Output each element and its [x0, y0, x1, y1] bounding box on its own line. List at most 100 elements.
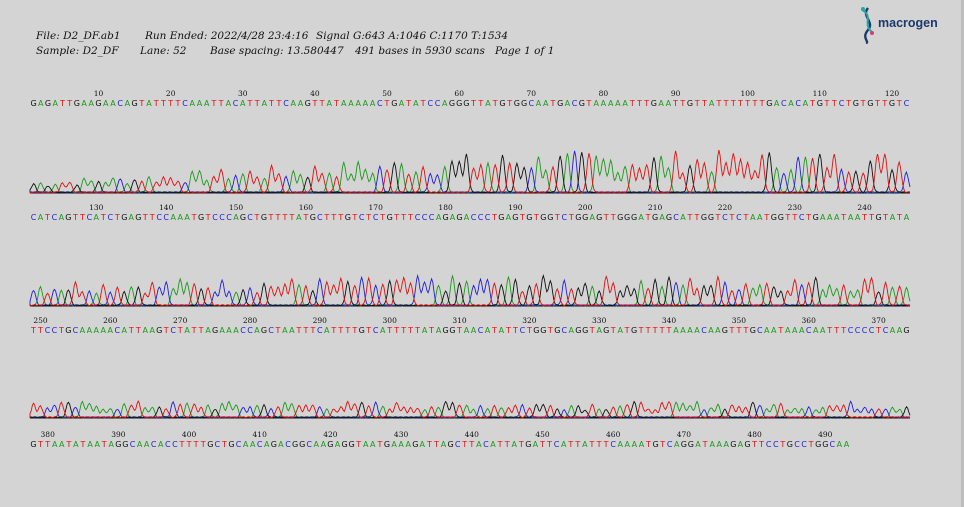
base-call: C [554, 440, 560, 449]
base-call: T [376, 440, 382, 449]
base-call: T [519, 213, 525, 222]
base-call: T [268, 213, 274, 222]
base-call: T [295, 326, 301, 335]
base-call: C [45, 326, 51, 335]
base-call: C [485, 213, 491, 222]
base-call: T [603, 440, 609, 449]
base-call: C [673, 213, 679, 222]
base-call: T [779, 440, 785, 449]
base-call: T [868, 213, 874, 222]
base-call: G [666, 213, 672, 222]
base-call: T [268, 99, 274, 108]
base-call: A [658, 99, 664, 108]
base-call: T [742, 213, 748, 222]
base-call: G [652, 440, 658, 449]
base-call: G [688, 440, 694, 449]
position-tick: 490 [818, 430, 833, 439]
base-call: C [862, 326, 868, 335]
base-call: A [103, 99, 109, 108]
base-call: A [441, 440, 447, 449]
base-call: T [728, 326, 734, 335]
base-call: G [498, 213, 504, 222]
base-call: T [672, 99, 678, 108]
base-call: A [52, 440, 58, 449]
base-call: A [565, 99, 571, 108]
position-tick: 210 [648, 203, 663, 212]
vertical-scrollbar[interactable] [961, 0, 964, 507]
base-call: A [101, 326, 107, 335]
position-tick: 440 [465, 430, 480, 439]
base-call: G [652, 213, 658, 222]
base-call: A [827, 213, 833, 222]
base-call: T [160, 99, 166, 108]
base-call: A [380, 326, 386, 335]
base-call: A [335, 440, 341, 449]
base-call: T [174, 99, 180, 108]
base-call: A [355, 99, 361, 108]
base-call: T [386, 326, 392, 335]
base-call: C [848, 326, 854, 335]
trace-C-line [29, 274, 911, 307]
base-call: T [30, 326, 36, 335]
base-call: T [638, 326, 644, 335]
base-call: A [436, 213, 442, 222]
position-tick: 200 [578, 203, 593, 212]
base-call: G [456, 213, 462, 222]
base-call: G [30, 99, 36, 108]
base-call: G [817, 99, 823, 108]
base-call: T [37, 326, 43, 335]
base-call: A [149, 326, 155, 335]
base-call: A [129, 213, 135, 222]
base-call: C [163, 213, 169, 222]
base-call: A [680, 326, 686, 335]
base-call: T [701, 99, 707, 108]
base-call: G [271, 440, 277, 449]
base-call: G [387, 213, 393, 222]
base-call: T [351, 326, 357, 335]
base-call: C [562, 213, 568, 222]
base-call: T [805, 213, 811, 222]
base-call: C [483, 440, 489, 449]
base-call: G [121, 213, 127, 222]
base-call: G [449, 99, 455, 108]
base-call: A [897, 326, 903, 335]
base-call: T [723, 99, 729, 108]
base-call: A [405, 440, 411, 449]
base-call: G [115, 440, 121, 449]
base-call: T [728, 213, 734, 222]
base-call: T [652, 326, 658, 335]
base-call: G [771, 213, 777, 222]
base-call: A [533, 440, 539, 449]
base-call: G [156, 326, 162, 335]
base-call: T [589, 326, 595, 335]
position-tick: 150 [229, 203, 244, 212]
base-call: C [219, 213, 225, 222]
base-call: G [813, 213, 819, 222]
base-call: A [391, 440, 397, 449]
base-call: A [593, 99, 599, 108]
base-call: A [708, 326, 714, 335]
base-call: A [750, 213, 756, 222]
base-call: T [456, 326, 462, 335]
base-call: T [344, 326, 350, 335]
base-call: C [373, 213, 379, 222]
base-call: G [557, 99, 563, 108]
trace-T-line [29, 149, 911, 194]
base-call: A [170, 213, 176, 222]
base-call: T [497, 440, 503, 449]
base-call: A [108, 326, 114, 335]
base-call: A [890, 213, 896, 222]
base-call: G [95, 99, 101, 108]
base-call: A [582, 440, 588, 449]
position-tick: 50 [382, 89, 392, 98]
base-call: G [198, 213, 204, 222]
position-tick: 170 [369, 203, 384, 212]
base-call: T [200, 440, 206, 449]
base-call: G [575, 213, 581, 222]
position-tick: 370 [871, 316, 886, 325]
base-call: T [791, 213, 797, 222]
base-call: A [450, 213, 456, 222]
base-call: T [758, 440, 764, 449]
